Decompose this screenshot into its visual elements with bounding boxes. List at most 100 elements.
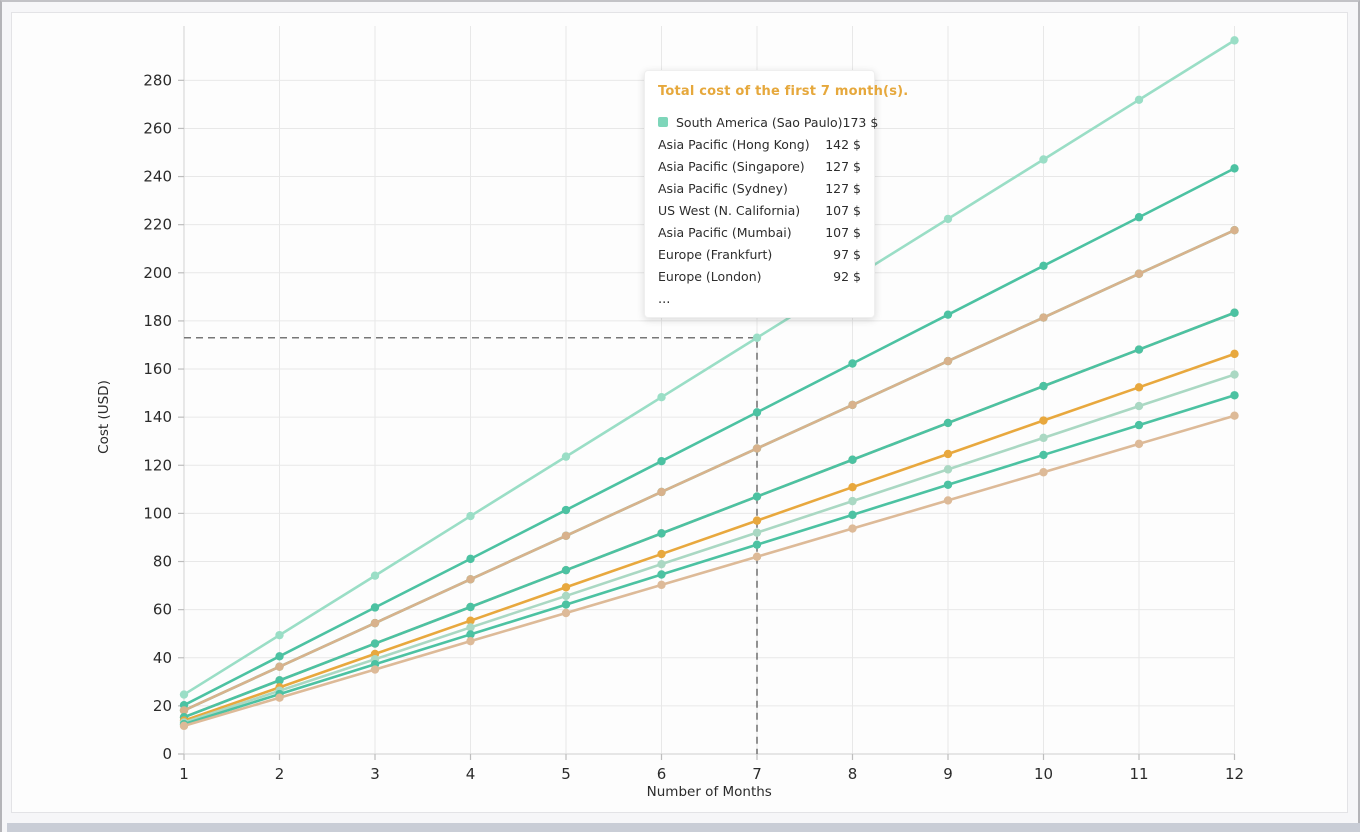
data-point[interactable] — [657, 549, 666, 559]
data-point[interactable] — [561, 591, 571, 601]
data-point[interactable] — [179, 706, 189, 715]
data-point[interactable] — [752, 528, 762, 537]
horizontal-scrollbar[interactable] — [7, 823, 1360, 832]
x-tick-label: 5 — [561, 765, 571, 783]
data-point[interactable] — [466, 554, 475, 564]
data-point[interactable] — [848, 482, 857, 492]
data-point[interactable] — [848, 359, 857, 368]
data-point[interactable] — [752, 492, 762, 501]
data-point[interactable] — [1134, 95, 1144, 105]
data-point[interactable] — [1039, 261, 1048, 271]
series-line-unlabeled-a[interactable] — [179, 391, 1239, 729]
data-point[interactable] — [1230, 349, 1239, 359]
data-point[interactable] — [1134, 420, 1144, 430]
y-tick-label: 80 — [153, 553, 172, 571]
data-point[interactable] — [848, 400, 857, 410]
data-point[interactable] — [370, 618, 380, 628]
data-point[interactable] — [370, 571, 380, 580]
data-point[interactable] — [370, 639, 380, 648]
data-point[interactable] — [752, 552, 762, 561]
series-line-sydney[interactable] — [179, 226, 1239, 715]
data-point[interactable] — [657, 487, 666, 497]
data-point[interactable] — [561, 608, 571, 618]
y-tick-label: 120 — [143, 456, 172, 474]
data-point[interactable] — [1230, 391, 1239, 400]
data-point[interactable] — [943, 214, 953, 224]
tooltip-row-value: 142 $ — [825, 136, 861, 152]
data-point[interactable] — [848, 510, 857, 520]
data-point[interactable] — [657, 529, 666, 538]
data-point[interactable] — [943, 356, 953, 366]
data-point[interactable] — [1230, 411, 1239, 420]
series-line-frankfurt[interactable] — [179, 349, 1239, 725]
data-point[interactable] — [943, 449, 953, 459]
data-point[interactable] — [466, 575, 475, 584]
data-point[interactable] — [466, 630, 475, 639]
data-point[interactable] — [1039, 468, 1048, 477]
data-point[interactable] — [179, 721, 189, 731]
data-point[interactable] — [752, 540, 762, 549]
data-point[interactable] — [466, 623, 475, 632]
data-point[interactable] — [657, 559, 666, 569]
data-point[interactable] — [1039, 313, 1048, 322]
data-point[interactable] — [561, 600, 571, 609]
data-point[interactable] — [1230, 36, 1239, 45]
data-point[interactable] — [275, 693, 284, 702]
series-line-hong-kong[interactable] — [179, 164, 1239, 710]
series-line-london[interactable] — [179, 370, 1239, 727]
data-point[interactable] — [466, 636, 475, 646]
series-line-mumbai[interactable] — [179, 308, 1239, 722]
data-point[interactable] — [848, 455, 857, 464]
data-point[interactable] — [848, 524, 857, 533]
data-point[interactable] — [752, 516, 762, 525]
data-point[interactable] — [1134, 439, 1144, 449]
data-point[interactable] — [1039, 416, 1048, 425]
data-point[interactable] — [943, 496, 953, 505]
data-point[interactable] — [1134, 345, 1144, 354]
data-point[interactable] — [657, 570, 666, 579]
x-tick-label: 9 — [943, 765, 953, 783]
data-point[interactable] — [1134, 269, 1144, 278]
data-point[interactable] — [943, 465, 953, 474]
data-point[interactable] — [1230, 370, 1239, 379]
data-point[interactable] — [275, 630, 284, 640]
data-point[interactable] — [370, 603, 380, 612]
data-point[interactable] — [466, 616, 475, 625]
series-line-unlabeled-b[interactable] — [179, 411, 1239, 731]
data-point[interactable] — [1039, 450, 1048, 460]
data-point[interactable] — [561, 505, 571, 515]
data-point[interactable] — [943, 310, 953, 319]
data-point[interactable] — [752, 408, 762, 417]
data-point[interactable] — [1134, 213, 1144, 222]
data-point[interactable] — [275, 662, 284, 671]
data-point[interactable] — [848, 496, 857, 506]
data-point[interactable] — [657, 392, 666, 402]
data-point[interactable] — [752, 444, 762, 453]
data-point[interactable] — [275, 676, 284, 685]
data-point[interactable] — [943, 480, 953, 489]
data-point[interactable] — [657, 456, 666, 466]
data-point[interactable] — [943, 418, 953, 428]
x-tick-label: 10 — [1034, 765, 1053, 783]
data-point[interactable] — [466, 602, 475, 612]
data-point[interactable] — [561, 452, 571, 461]
data-point[interactable] — [1230, 164, 1239, 173]
data-point[interactable] — [561, 531, 571, 540]
data-point[interactable] — [561, 583, 571, 592]
data-point[interactable] — [1230, 308, 1239, 317]
data-point[interactable] — [1134, 401, 1144, 411]
data-point[interactable] — [1134, 383, 1144, 392]
data-point[interactable] — [657, 580, 666, 590]
data-point[interactable] — [1230, 226, 1239, 235]
data-point[interactable] — [752, 333, 762, 342]
data-point[interactable] — [1039, 155, 1048, 164]
data-point[interactable] — [179, 690, 189, 699]
data-point[interactable] — [370, 665, 380, 674]
data-point[interactable] — [275, 652, 284, 661]
data-point[interactable] — [561, 565, 571, 575]
x-tick-label: 4 — [466, 765, 476, 783]
data-point[interactable] — [1039, 381, 1048, 391]
data-point[interactable] — [1039, 433, 1048, 443]
series-path — [182, 167, 1236, 707]
data-point[interactable] — [466, 511, 475, 521]
